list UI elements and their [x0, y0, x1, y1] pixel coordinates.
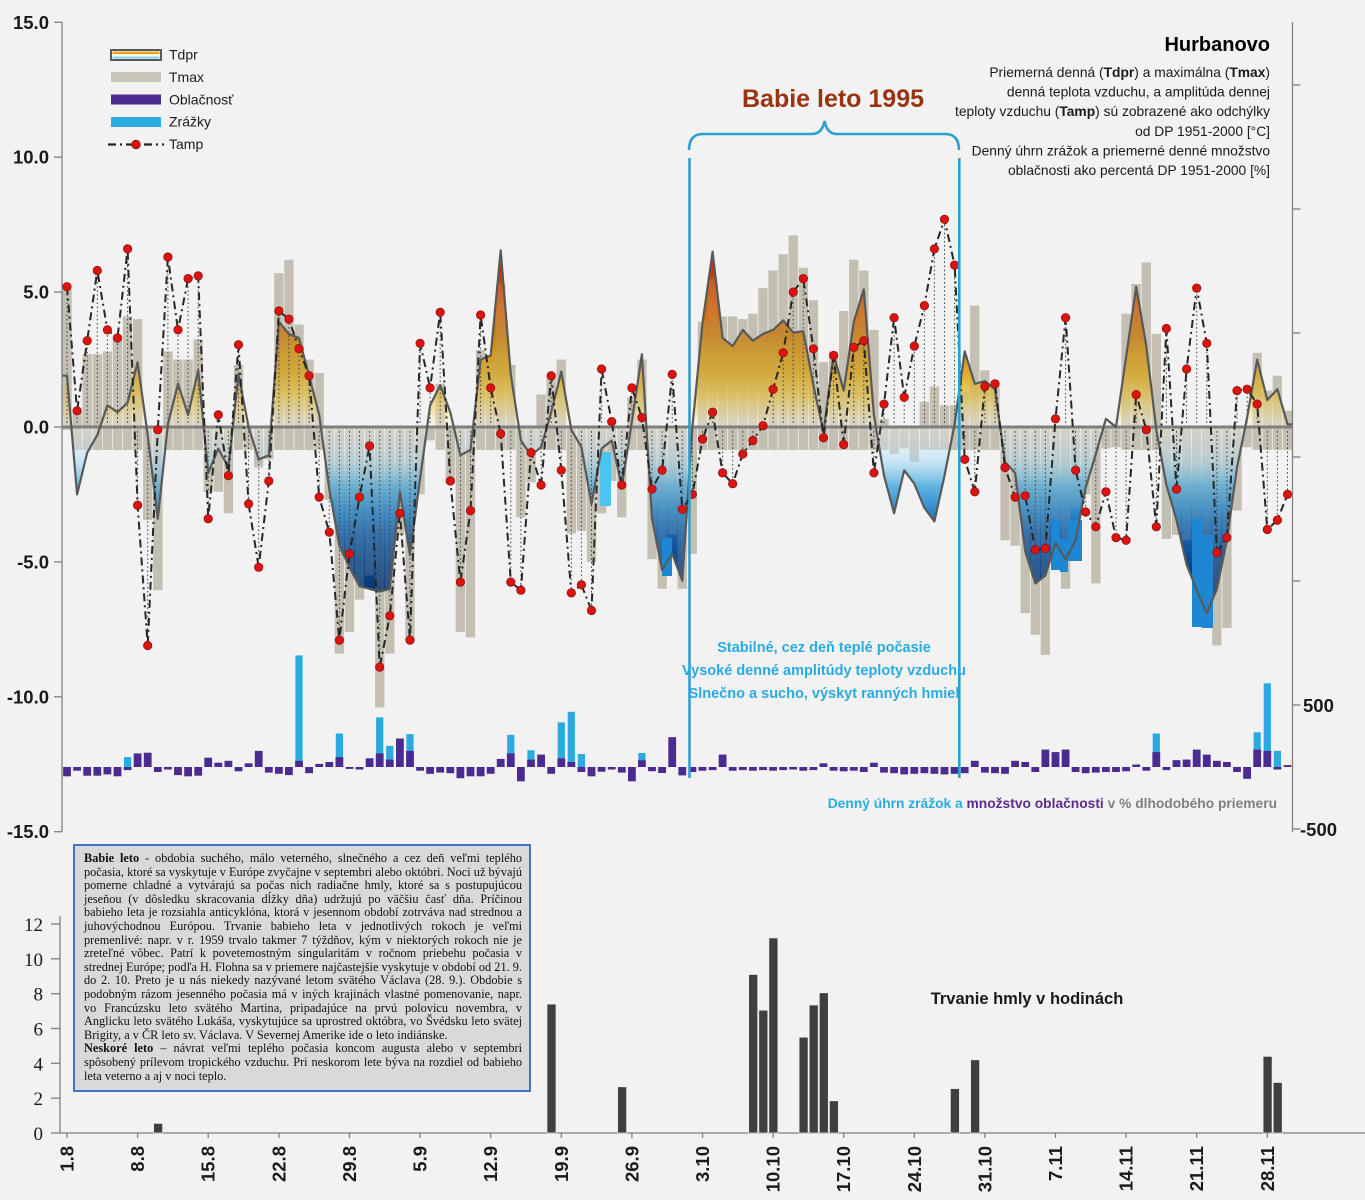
- svg-text:Priemerná denná (Tdpr) a maxim: Priemerná denná (Tdpr) a maximálna (Tmax…: [989, 65, 1270, 80]
- svg-text:-10.0: -10.0: [7, 686, 49, 707]
- svg-text:7.11: 7.11: [1045, 1146, 1066, 1181]
- svg-text:10: 10: [24, 950, 43, 971]
- svg-text:-15.0: -15.0: [7, 821, 49, 842]
- svg-text:500: 500: [1303, 695, 1334, 716]
- svg-text:10.0: 10.0: [13, 147, 49, 168]
- svg-text:26.9: 26.9: [621, 1146, 642, 1182]
- svg-text:22.8: 22.8: [268, 1146, 289, 1182]
- svg-text:denná teplota vzduchu, a ampli: denná teplota vzduchu, a amplitúda denne…: [1007, 85, 1270, 100]
- svg-text:Hurbanovo: Hurbanovo: [1164, 34, 1270, 56]
- svg-text:Tamp: Tamp: [169, 136, 203, 152]
- svg-text:oblačnosti ako percentá DP 195: oblačnosti ako percentá DP 1951-2000 [%]: [1008, 163, 1270, 178]
- svg-text:Tdpr: Tdpr: [169, 47, 198, 63]
- svg-text:Denný úhrn zrážok a množstvo o: Denný úhrn zrážok a množstvo oblačnosti …: [828, 796, 1277, 811]
- svg-text:14.11: 14.11: [1116, 1146, 1137, 1191]
- svg-text:28.11: 28.11: [1257, 1146, 1278, 1191]
- svg-text:15.8: 15.8: [198, 1146, 219, 1182]
- svg-text:31.10: 31.10: [974, 1146, 995, 1192]
- svg-text:Stabilné, cez deň teplé počasi: Stabilné, cez deň teplé počasie: [717, 640, 931, 656]
- svg-text:21.11: 21.11: [1186, 1146, 1207, 1191]
- svg-text:od DP 1951-2000 [°C]: od DP 1951-2000 [°C]: [1135, 124, 1270, 139]
- svg-text:Denný úhrn zrážok a priemerné: Denný úhrn zrážok a priemerné denné množ…: [972, 143, 1271, 158]
- svg-text:24.10: 24.10: [904, 1146, 925, 1192]
- svg-text:Babie leto 1995: Babie leto 1995: [742, 85, 924, 113]
- svg-text:0: 0: [34, 1124, 44, 1145]
- svg-text:-5.0: -5.0: [17, 551, 49, 572]
- svg-text:teploty vzduchu (Tamp) sú zobr: teploty vzduchu (Tamp) sú zobrazené ako …: [955, 104, 1270, 119]
- svg-text:2: 2: [34, 1089, 44, 1110]
- svg-text:Oblačnosť: Oblačnosť: [169, 91, 234, 107]
- svg-text:17.10: 17.10: [833, 1146, 854, 1192]
- svg-text:Zrážky: Zrážky: [169, 114, 211, 130]
- svg-text:3.10: 3.10: [692, 1146, 713, 1182]
- svg-text:Trvanie hmly v hodinách: Trvanie hmly v hodinách: [931, 990, 1124, 1008]
- svg-text:19.9: 19.9: [551, 1146, 572, 1182]
- svg-text:10.10: 10.10: [763, 1146, 784, 1192]
- svg-text:Vysoké denné amplitúdy teploty: Vysoké denné amplitúdy teploty vzduchu: [682, 663, 966, 679]
- svg-text:Slnečno a sucho, výskyt rannýc: Slnečno a sucho, výskyt ranných hmiel: [689, 686, 960, 702]
- svg-text:5.9: 5.9: [410, 1146, 431, 1172]
- svg-text:1.8: 1.8: [57, 1146, 78, 1172]
- svg-text:4: 4: [34, 1054, 44, 1075]
- svg-text:12: 12: [24, 915, 43, 936]
- svg-text:-500: -500: [1300, 819, 1337, 840]
- svg-text:5.0: 5.0: [23, 282, 49, 303]
- svg-text:6: 6: [34, 1020, 44, 1041]
- svg-text:8.8: 8.8: [127, 1146, 148, 1172]
- svg-text:15.0: 15.0: [13, 12, 49, 33]
- svg-text:Tmax: Tmax: [169, 69, 204, 85]
- svg-text:12.9: 12.9: [480, 1146, 501, 1182]
- svg-text:29.8: 29.8: [339, 1146, 360, 1182]
- svg-text:0.0: 0.0: [23, 417, 49, 438]
- svg-text:8: 8: [34, 985, 44, 1006]
